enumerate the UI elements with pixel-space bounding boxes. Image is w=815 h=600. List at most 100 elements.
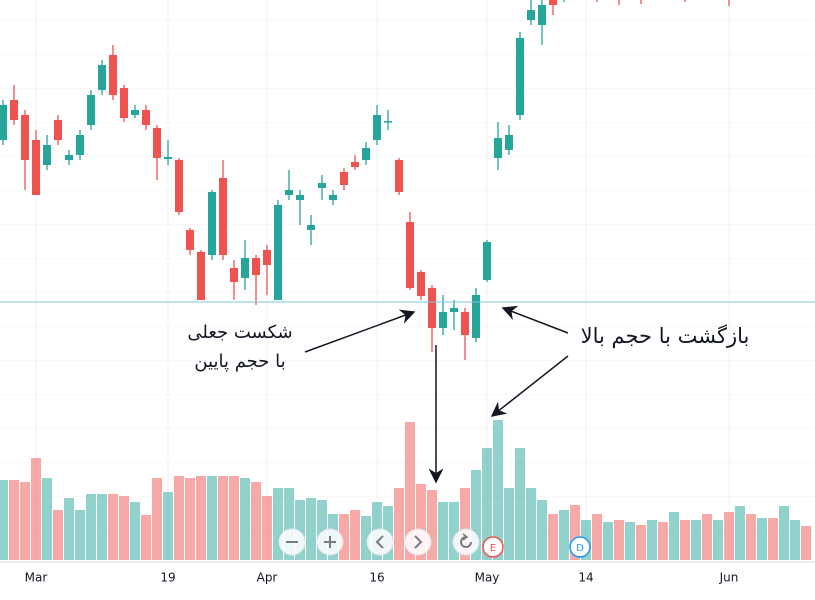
volume-bar: [669, 512, 679, 560]
volume-layer: [0, 420, 811, 560]
volume-bar: [174, 476, 184, 560]
volume-bar: [141, 515, 151, 560]
volume-bar: [284, 488, 294, 560]
candle-body: [406, 222, 414, 288]
volume-bar: [196, 476, 206, 560]
volume-bar: [9, 480, 19, 560]
volume-bar: [75, 510, 85, 560]
volume-bar: [548, 514, 558, 560]
volume-bar: [317, 500, 327, 560]
candle-body: [395, 160, 403, 192]
scroll-left-button[interactable]: [366, 528, 394, 556]
volume-bar: [130, 502, 140, 560]
zoom-in-button[interactable]: [316, 528, 344, 556]
candle-body: [318, 183, 326, 188]
volume-bar: [53, 510, 63, 560]
marker-label: D: [576, 543, 584, 554]
volume-bar: [757, 518, 767, 560]
candle-body: [461, 312, 469, 335]
volume-bar: [229, 476, 239, 560]
volume-bar: [658, 522, 668, 560]
volume-bar: [438, 502, 448, 560]
x-tick-label: 19: [160, 571, 175, 585]
candle-body: [516, 38, 524, 115]
volume-bar: [724, 512, 734, 560]
volume-bar: [295, 500, 305, 560]
candle-body: [98, 65, 106, 90]
earnings-marker[interactable]: E: [482, 536, 504, 558]
x-axis: Mar 19 Apr 16 May 14 Jun: [25, 571, 739, 585]
volume-bar: [339, 514, 349, 560]
volume-bar: [515, 448, 525, 560]
x-tick-label: 16: [369, 571, 384, 585]
volume-bar: [350, 510, 360, 560]
x-tick-label: Jun: [719, 571, 739, 585]
candle-body: [43, 145, 51, 165]
candle-body: [329, 195, 337, 200]
candle-body: [362, 148, 370, 160]
candle-body: [505, 135, 513, 150]
volume-bar: [361, 516, 371, 560]
x-axis-background: [0, 562, 815, 600]
volume-bar: [240, 478, 250, 560]
volume-bar: [801, 526, 811, 560]
volume-bar: [735, 506, 745, 560]
x-tick-label: Mar: [25, 571, 48, 585]
annotation: با حجم پایین: [194, 351, 285, 372]
zoom-out-button[interactable]: [278, 528, 306, 556]
volume-bar: [394, 488, 404, 560]
volume-bar: [163, 492, 173, 560]
candle-body: [263, 250, 271, 265]
candle-body: [109, 55, 117, 95]
volume-bar: [427, 490, 437, 560]
candle-body: [10, 100, 18, 120]
volume-bar: [273, 488, 283, 560]
candle-body: [307, 225, 315, 230]
candle-body: [186, 230, 194, 250]
candle-body: [164, 157, 172, 159]
volume-bar: [449, 502, 459, 560]
candle-body: [527, 10, 535, 20]
x-tick-label: May: [475, 571, 500, 585]
dividend-marker[interactable]: D: [569, 536, 591, 558]
volume-bar: [97, 494, 107, 560]
volume-bar: [592, 514, 602, 560]
candle-body: [439, 312, 447, 328]
volume-bar: [746, 514, 756, 560]
annotation: شکست جعلی: [187, 322, 292, 343]
volume-bar: [207, 476, 217, 560]
volume-bar: [504, 488, 514, 560]
volume-bar: [416, 484, 426, 560]
scroll-right-button[interactable]: [404, 528, 432, 556]
volume-bar: [647, 520, 657, 560]
volume-bar: [0, 480, 8, 560]
volume-bar: [218, 476, 228, 560]
candle-body: [384, 121, 392, 123]
candle-body: [428, 288, 436, 328]
volume-bar: [405, 422, 415, 560]
volume-bar: [691, 520, 701, 560]
candle-body: [241, 258, 249, 278]
candle-body: [538, 5, 546, 25]
volume-bar: [42, 478, 52, 560]
candle-body: [450, 308, 458, 312]
candle-body: [252, 258, 260, 275]
volume-bar: [680, 520, 690, 560]
volume-bar: [614, 520, 624, 560]
arrow: [501, 305, 569, 334]
reset-button[interactable]: [452, 528, 480, 556]
candle-body: [549, 0, 557, 5]
candle-layer: [0, 0, 730, 360]
candle-body: [87, 95, 95, 125]
volume-bar: [20, 482, 30, 560]
toolbar: E D: [278, 528, 591, 558]
candle-body: [285, 190, 293, 195]
volume-bar: [790, 520, 800, 560]
volume-bar: [570, 505, 580, 560]
volume-bar: [108, 494, 118, 560]
candle-body: [120, 88, 128, 118]
volume-bar: [471, 470, 481, 560]
candle-body: [142, 110, 150, 125]
candle-body: [21, 115, 29, 160]
